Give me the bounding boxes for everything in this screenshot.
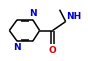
Text: NH: NH: [67, 12, 82, 21]
Text: N: N: [13, 43, 21, 52]
Text: N: N: [29, 9, 37, 18]
Text: O: O: [49, 46, 56, 55]
